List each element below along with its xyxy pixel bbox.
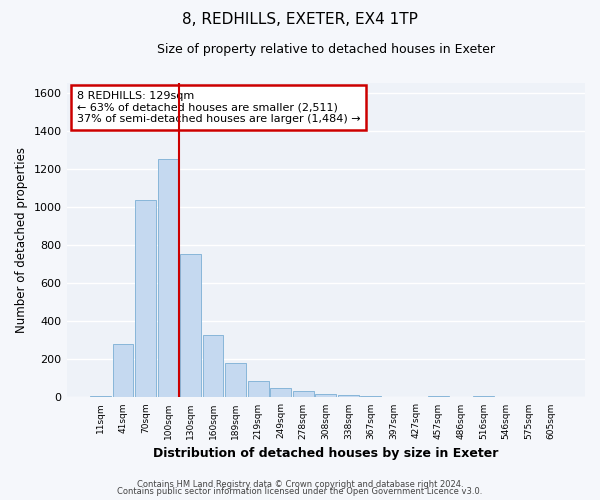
X-axis label: Distribution of detached houses by size in Exeter: Distribution of detached houses by size … bbox=[153, 447, 499, 460]
Bar bbox=[293, 391, 314, 398]
Bar bbox=[361, 396, 381, 398]
Bar bbox=[316, 394, 336, 398]
Bar bbox=[225, 363, 246, 398]
Bar bbox=[248, 381, 269, 398]
Bar bbox=[113, 344, 133, 398]
Bar bbox=[338, 394, 359, 398]
Text: 8, REDHILLS, EXETER, EX4 1TP: 8, REDHILLS, EXETER, EX4 1TP bbox=[182, 12, 418, 28]
Bar bbox=[158, 160, 178, 398]
Bar bbox=[180, 254, 201, 398]
Text: Contains public sector information licensed under the Open Government Licence v3: Contains public sector information licen… bbox=[118, 488, 482, 496]
Bar bbox=[473, 396, 494, 398]
Text: 8 REDHILLS: 129sqm
← 63% of detached houses are smaller (2,511)
37% of semi-deta: 8 REDHILLS: 129sqm ← 63% of detached hou… bbox=[77, 91, 361, 124]
Bar bbox=[90, 396, 111, 398]
Title: Size of property relative to detached houses in Exeter: Size of property relative to detached ho… bbox=[157, 42, 495, 56]
Bar bbox=[203, 334, 223, 398]
Bar bbox=[428, 396, 449, 398]
Bar bbox=[271, 388, 291, 398]
Bar bbox=[135, 200, 156, 398]
Text: Contains HM Land Registry data © Crown copyright and database right 2024.: Contains HM Land Registry data © Crown c… bbox=[137, 480, 463, 489]
Y-axis label: Number of detached properties: Number of detached properties bbox=[15, 147, 28, 333]
